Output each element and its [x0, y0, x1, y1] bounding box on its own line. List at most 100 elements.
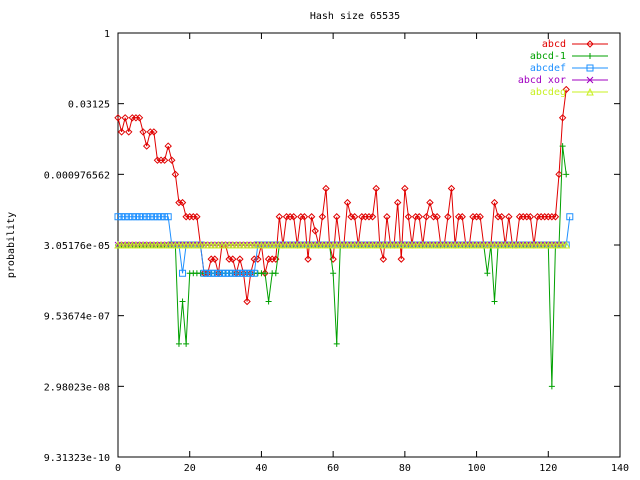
- data-point: [128, 240, 137, 249]
- data-point: [350, 213, 359, 221]
- data-point: [135, 240, 144, 249]
- data-point: [530, 240, 538, 249]
- data-point: [491, 298, 498, 305]
- x-tick-label: 140: [611, 463, 629, 474]
- data-point: [228, 240, 237, 249]
- data-point: [121, 213, 129, 221]
- data-point: [175, 340, 182, 347]
- data-point: [314, 240, 323, 249]
- data-point: [422, 213, 431, 221]
- data-point: [490, 198, 499, 207]
- data-point: [247, 269, 255, 277]
- data-point: [171, 170, 180, 179]
- data-point: [128, 213, 136, 221]
- data-point: [447, 184, 456, 193]
- data-point: [383, 240, 391, 249]
- data-point: [207, 269, 215, 277]
- data-point: [476, 240, 484, 249]
- data-point: [397, 240, 406, 249]
- data-point: [262, 270, 269, 277]
- legend-label: abcdef: [530, 63, 566, 74]
- data-point: [153, 213, 161, 221]
- data-point: [551, 213, 560, 221]
- data-point: [150, 128, 158, 136]
- data-point: [271, 240, 280, 249]
- data-point: [404, 213, 413, 221]
- data-point: [168, 156, 176, 164]
- data-point: [275, 240, 284, 249]
- data-point: [368, 240, 377, 249]
- legend-marker: [586, 87, 594, 96]
- data-point: [232, 240, 241, 249]
- data-point: [354, 240, 363, 249]
- data-point: [322, 184, 330, 193]
- data-point: [393, 198, 402, 207]
- data-point: [289, 213, 298, 221]
- x-tick-label: 0: [115, 463, 121, 474]
- data-point: [293, 240, 302, 249]
- data-point: [333, 340, 340, 347]
- data-point: [505, 213, 513, 221]
- data-point: [160, 240, 169, 249]
- data-point: [250, 240, 259, 249]
- data-point: [343, 240, 352, 249]
- data-point: [558, 114, 567, 122]
- data-point: [544, 240, 553, 249]
- data-point: [415, 240, 424, 249]
- data-point: [164, 240, 173, 249]
- data-point: [229, 269, 237, 277]
- data-point: [297, 240, 305, 249]
- series-layer: [114, 85, 574, 390]
- legend-marker: [586, 40, 594, 48]
- data-point: [408, 240, 416, 249]
- data-point: [447, 240, 456, 249]
- data-point: [246, 240, 255, 249]
- series-abcdeg: [114, 240, 571, 249]
- data-point: [454, 240, 463, 249]
- data-point: [555, 240, 563, 249]
- data-point: [372, 240, 380, 249]
- data-point: [318, 213, 327, 221]
- data-point: [153, 240, 162, 249]
- x-tick-label: 20: [184, 463, 196, 474]
- data-point: [469, 240, 477, 249]
- data-point: [142, 240, 151, 249]
- data-point: [490, 240, 499, 249]
- data-point: [379, 255, 388, 263]
- data-point: [487, 240, 495, 249]
- data-point: [311, 240, 320, 249]
- data-point: [479, 240, 488, 249]
- x-tick-label: 100: [468, 463, 486, 474]
- data-point: [214, 240, 223, 249]
- x-tick-label: 60: [327, 463, 339, 474]
- data-point: [333, 213, 341, 221]
- y-tick-label: 9.31323e-10: [44, 453, 110, 464]
- data-point: [189, 240, 198, 249]
- data-point: [429, 240, 438, 249]
- data-point: [171, 240, 180, 249]
- data-point: [519, 240, 527, 249]
- data-point: [139, 213, 147, 221]
- data-point: [146, 213, 154, 221]
- data-point: [257, 240, 266, 249]
- data-point: [451, 240, 459, 249]
- data-point: [318, 240, 327, 249]
- data-point: [494, 240, 502, 249]
- data-point: [551, 240, 560, 249]
- data-point: [404, 240, 413, 249]
- data-point: [307, 213, 316, 221]
- data-point: [114, 213, 122, 221]
- data-point: [397, 255, 405, 263]
- data-point: [322, 240, 330, 249]
- data-point: [139, 240, 147, 249]
- data-point: [279, 240, 287, 249]
- data-point: [125, 213, 133, 221]
- y-tick-label: 0.03125: [68, 100, 110, 111]
- data-point: [261, 240, 269, 249]
- data-point: [143, 213, 151, 221]
- data-point: [179, 298, 186, 305]
- data-point: [204, 269, 212, 277]
- data-point: [563, 171, 570, 178]
- legend-label: abcd xor: [518, 75, 566, 86]
- data-point: [225, 269, 233, 277]
